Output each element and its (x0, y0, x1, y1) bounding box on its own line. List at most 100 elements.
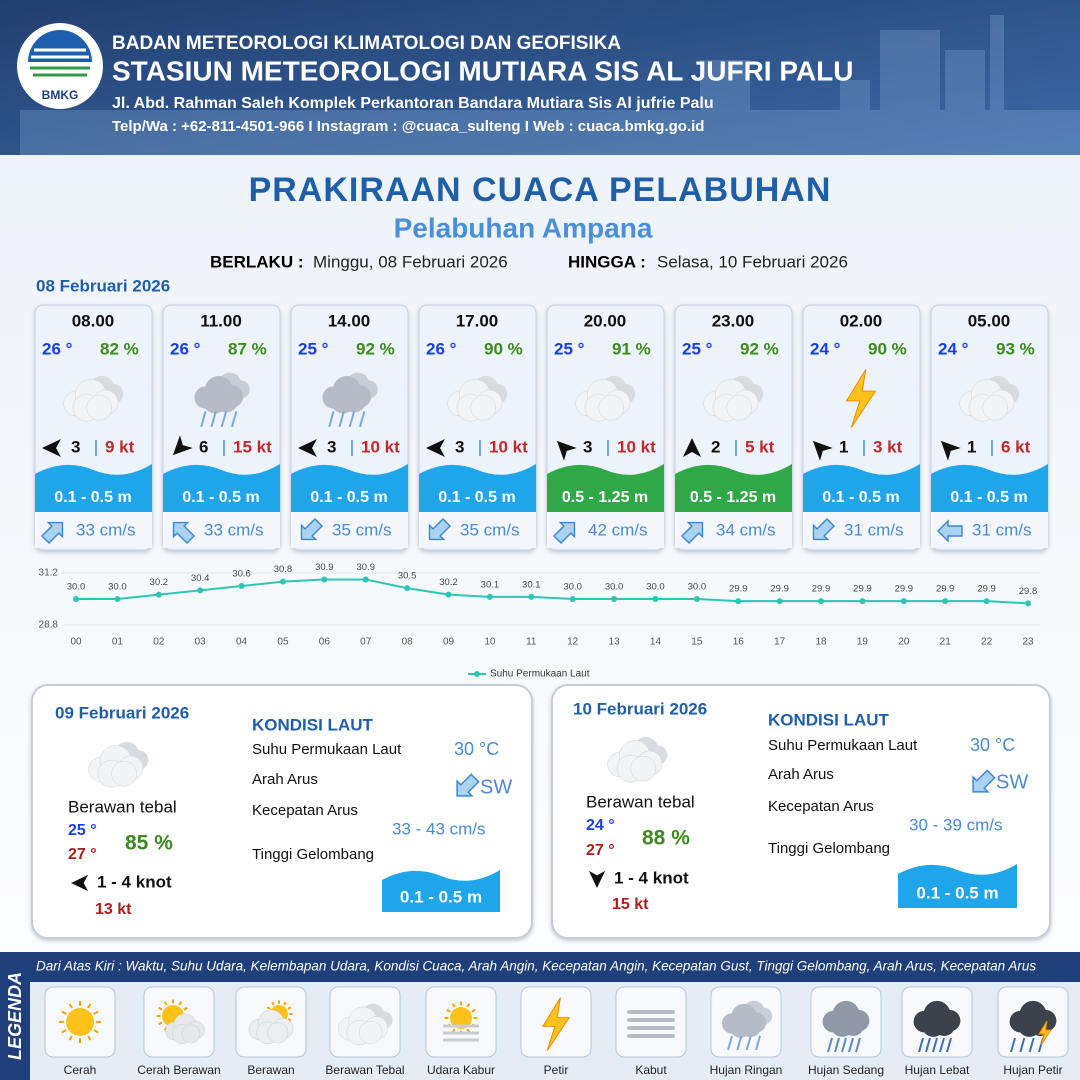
x-tick-label: 23 (1022, 637, 1034, 648)
card-current: 33 cm/s (204, 520, 264, 539)
value-label: 30.9 (356, 562, 375, 573)
point (486, 593, 493, 600)
day-wind: 1 - 4 knot (97, 872, 172, 891)
cloud-puff (267, 1022, 289, 1044)
card-time: 23.00 (712, 311, 755, 330)
point (859, 598, 866, 605)
sea-current-dir: SW (996, 771, 1028, 793)
weather-icon (959, 375, 1020, 422)
current-arrow (40, 521, 64, 545)
weather-icon (627, 1010, 675, 1038)
sun (66, 1008, 94, 1036)
wind-arrow (298, 439, 317, 457)
sea-label: Kecepatan Arus (768, 798, 874, 815)
weather-icon (443, 1001, 479, 1042)
rain-drop (328, 411, 335, 428)
legend-item: Hujan Ringan (710, 1063, 783, 1077)
cloud-puff (630, 755, 656, 782)
wave (163, 464, 280, 512)
weather-icon (541, 997, 571, 1051)
card-gust: 5 kt (745, 437, 775, 456)
day-temp-min: 24 ° (586, 817, 615, 834)
sea-label: Suhu Permukaan Laut (768, 737, 918, 754)
sun-ray (446, 1008, 451, 1013)
day-temp-max: 27 ° (68, 846, 97, 863)
sea-wave: 0.1 - 0.5 m (916, 883, 998, 902)
current-arrow (972, 769, 996, 793)
sea-label: Arah Arus (768, 766, 834, 783)
value-label: 30.5 (398, 571, 417, 582)
rain-drop (827, 1037, 833, 1053)
rain-drop (925, 1037, 931, 1053)
value-label: 29.9 (895, 584, 914, 595)
x-tick-label: 12 (567, 637, 579, 648)
contact: Telp/Wa : +62-811-4501-966 I Instagram :… (112, 118, 704, 135)
x-tick-label: 09 (443, 637, 455, 648)
sun-ray (68, 1035, 73, 1041)
x-tick-label: 00 (70, 637, 82, 648)
wind-arrow (588, 870, 606, 889)
card-wind: 1 (967, 437, 976, 456)
current-arrow (680, 521, 704, 545)
card-temp: 25 ° (682, 339, 713, 358)
sun-ray (61, 1029, 67, 1034)
card-time: 20.00 (584, 311, 627, 330)
logo-green (30, 66, 90, 77)
card-wind: 3 (455, 437, 464, 456)
value-label: 29.9 (936, 584, 955, 595)
wave (898, 864, 1017, 908)
card-humidity: 90 % (868, 339, 907, 358)
card-wind: 1 (839, 437, 848, 456)
point (238, 583, 245, 589)
card-wind: 3 (327, 437, 336, 456)
card-wave: 0.1 - 0.5 m (310, 489, 387, 506)
rain-drop (1010, 1037, 1016, 1053)
lightning (1038, 1020, 1052, 1046)
card-gust: 3 kt (873, 437, 903, 456)
rain-drop (220, 411, 228, 428)
x-tick-label: 20 (898, 637, 910, 648)
card-current: 34 cm/s (716, 520, 776, 539)
card-wave: 0.1 - 0.5 m (950, 489, 1027, 506)
cloud (607, 740, 663, 783)
card-humidity: 82 % (100, 339, 139, 358)
legend-label: Suhu Permukaan Laut (490, 669, 590, 680)
value-label: 29.8 (1019, 586, 1038, 597)
sun-ray (93, 1010, 99, 1015)
cloud (194, 376, 244, 414)
day-humidity: 88 % (642, 827, 690, 850)
rain-drop (841, 1037, 847, 1053)
title: PRAKIRAAN CUACA PELABUHAN (249, 171, 832, 209)
rain-drop (210, 411, 217, 428)
x-tick-label: 02 (153, 637, 165, 648)
rain-drop (939, 1037, 945, 1053)
station: STASIUN METEOROLOGI MUTIARA SIS AL JUFRI… (112, 55, 854, 86)
rain-drop (736, 1035, 743, 1051)
rain-drop (745, 1035, 752, 1051)
cloud-puff (740, 1016, 761, 1037)
card-time: 05.00 (968, 311, 1011, 330)
point (735, 598, 742, 605)
value-label: 30.9 (315, 562, 334, 573)
rain-drop (1028, 1037, 1035, 1053)
weather-icon (156, 999, 205, 1044)
weather-icon (194, 372, 250, 428)
cloud (165, 1013, 205, 1044)
value-label: 30.0 (67, 582, 86, 593)
weather-icon (447, 375, 508, 422)
rain-drop (1019, 1037, 1026, 1053)
legend-item: Kabut (635, 1063, 667, 1077)
day-date: 09 Februari 2026 (55, 703, 189, 722)
card-gust: 10 kt (489, 437, 528, 456)
wave (419, 464, 536, 512)
cloud (575, 379, 631, 422)
weather-icon (1009, 1000, 1057, 1053)
day-gust: 13 kt (95, 901, 132, 918)
x-tick-label: 07 (360, 637, 372, 648)
sea-wave: 0.1 - 0.5 m (400, 887, 482, 906)
header-skyline (20, 15, 1080, 155)
current-arrow (937, 519, 963, 543)
x-tick-label: 01 (112, 637, 124, 648)
sun-ray (466, 1003, 471, 1008)
